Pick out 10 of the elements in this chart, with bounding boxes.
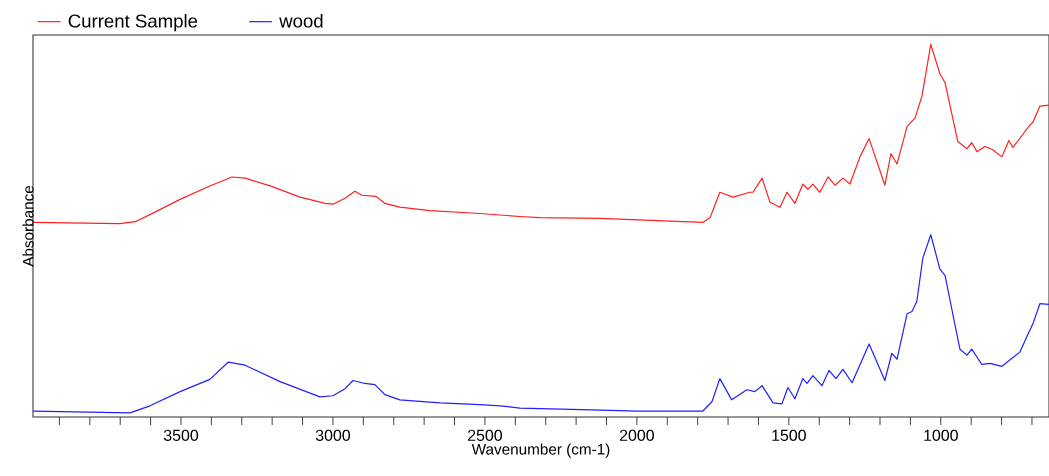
x-tick-label: 3500 <box>163 429 199 441</box>
x-tick-label: 3000 <box>315 429 351 441</box>
legend-label: wood <box>279 13 323 28</box>
x-tick-label: 1000 <box>924 429 958 441</box>
legend-label: Current Sample <box>68 13 198 32</box>
x-tick-label: 2000 <box>619 429 654 441</box>
x-axis-title: Wavenumber (cm-1) <box>471 443 610 458</box>
x-tick-label: 1500 <box>772 429 806 441</box>
x-tick-label: 2500 <box>467 429 503 441</box>
y-axis-title: Absorbance <box>22 185 34 267</box>
